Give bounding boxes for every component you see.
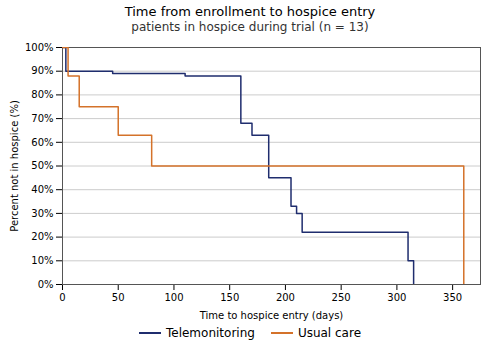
svg-text:Percent not in hospice (%): Percent not in hospice (%) <box>9 100 20 232</box>
svg-text:250: 250 <box>332 292 351 303</box>
svg-text:200: 200 <box>276 292 295 303</box>
html-text:Usual care: Usual care <box>297 326 361 340</box>
html-text:Telemonitoring: Telemonitoring <box>166 326 255 340</box>
svg-text:100: 100 <box>164 292 183 303</box>
svg-text:70%: 70% <box>31 113 53 124</box>
svg-text:30%: 30% <box>31 208 53 219</box>
svg-text:90%: 90% <box>31 65 53 76</box>
svg-text:0: 0 <box>59 292 65 303</box>
svg-text:50%: 50% <box>31 160 53 171</box>
html-text:patients in hospice during tri: patients in hospice during trial (n = 13… <box>131 20 369 34</box>
svg-text:150: 150 <box>220 292 239 303</box>
svg-text:Time to hospice entry (days): Time to hospice entry (days) <box>199 310 344 321</box>
svg-text:50: 50 <box>112 292 125 303</box>
svg-text:100%: 100% <box>25 42 54 53</box>
svg-text:80%: 80% <box>31 89 53 100</box>
svg-text:10%: 10% <box>31 255 53 266</box>
html-text:Time from enrollment to hospic: Time from enrollment to hospice entry <box>124 4 376 19</box>
svg-text:60%: 60% <box>31 137 53 148</box>
svg-text:40%: 40% <box>31 184 53 195</box>
svg-text:20%: 20% <box>31 231 53 242</box>
svg-text:300: 300 <box>387 292 406 303</box>
svg-text:350: 350 <box>443 292 462 303</box>
svg-text:0%: 0% <box>38 279 54 290</box>
